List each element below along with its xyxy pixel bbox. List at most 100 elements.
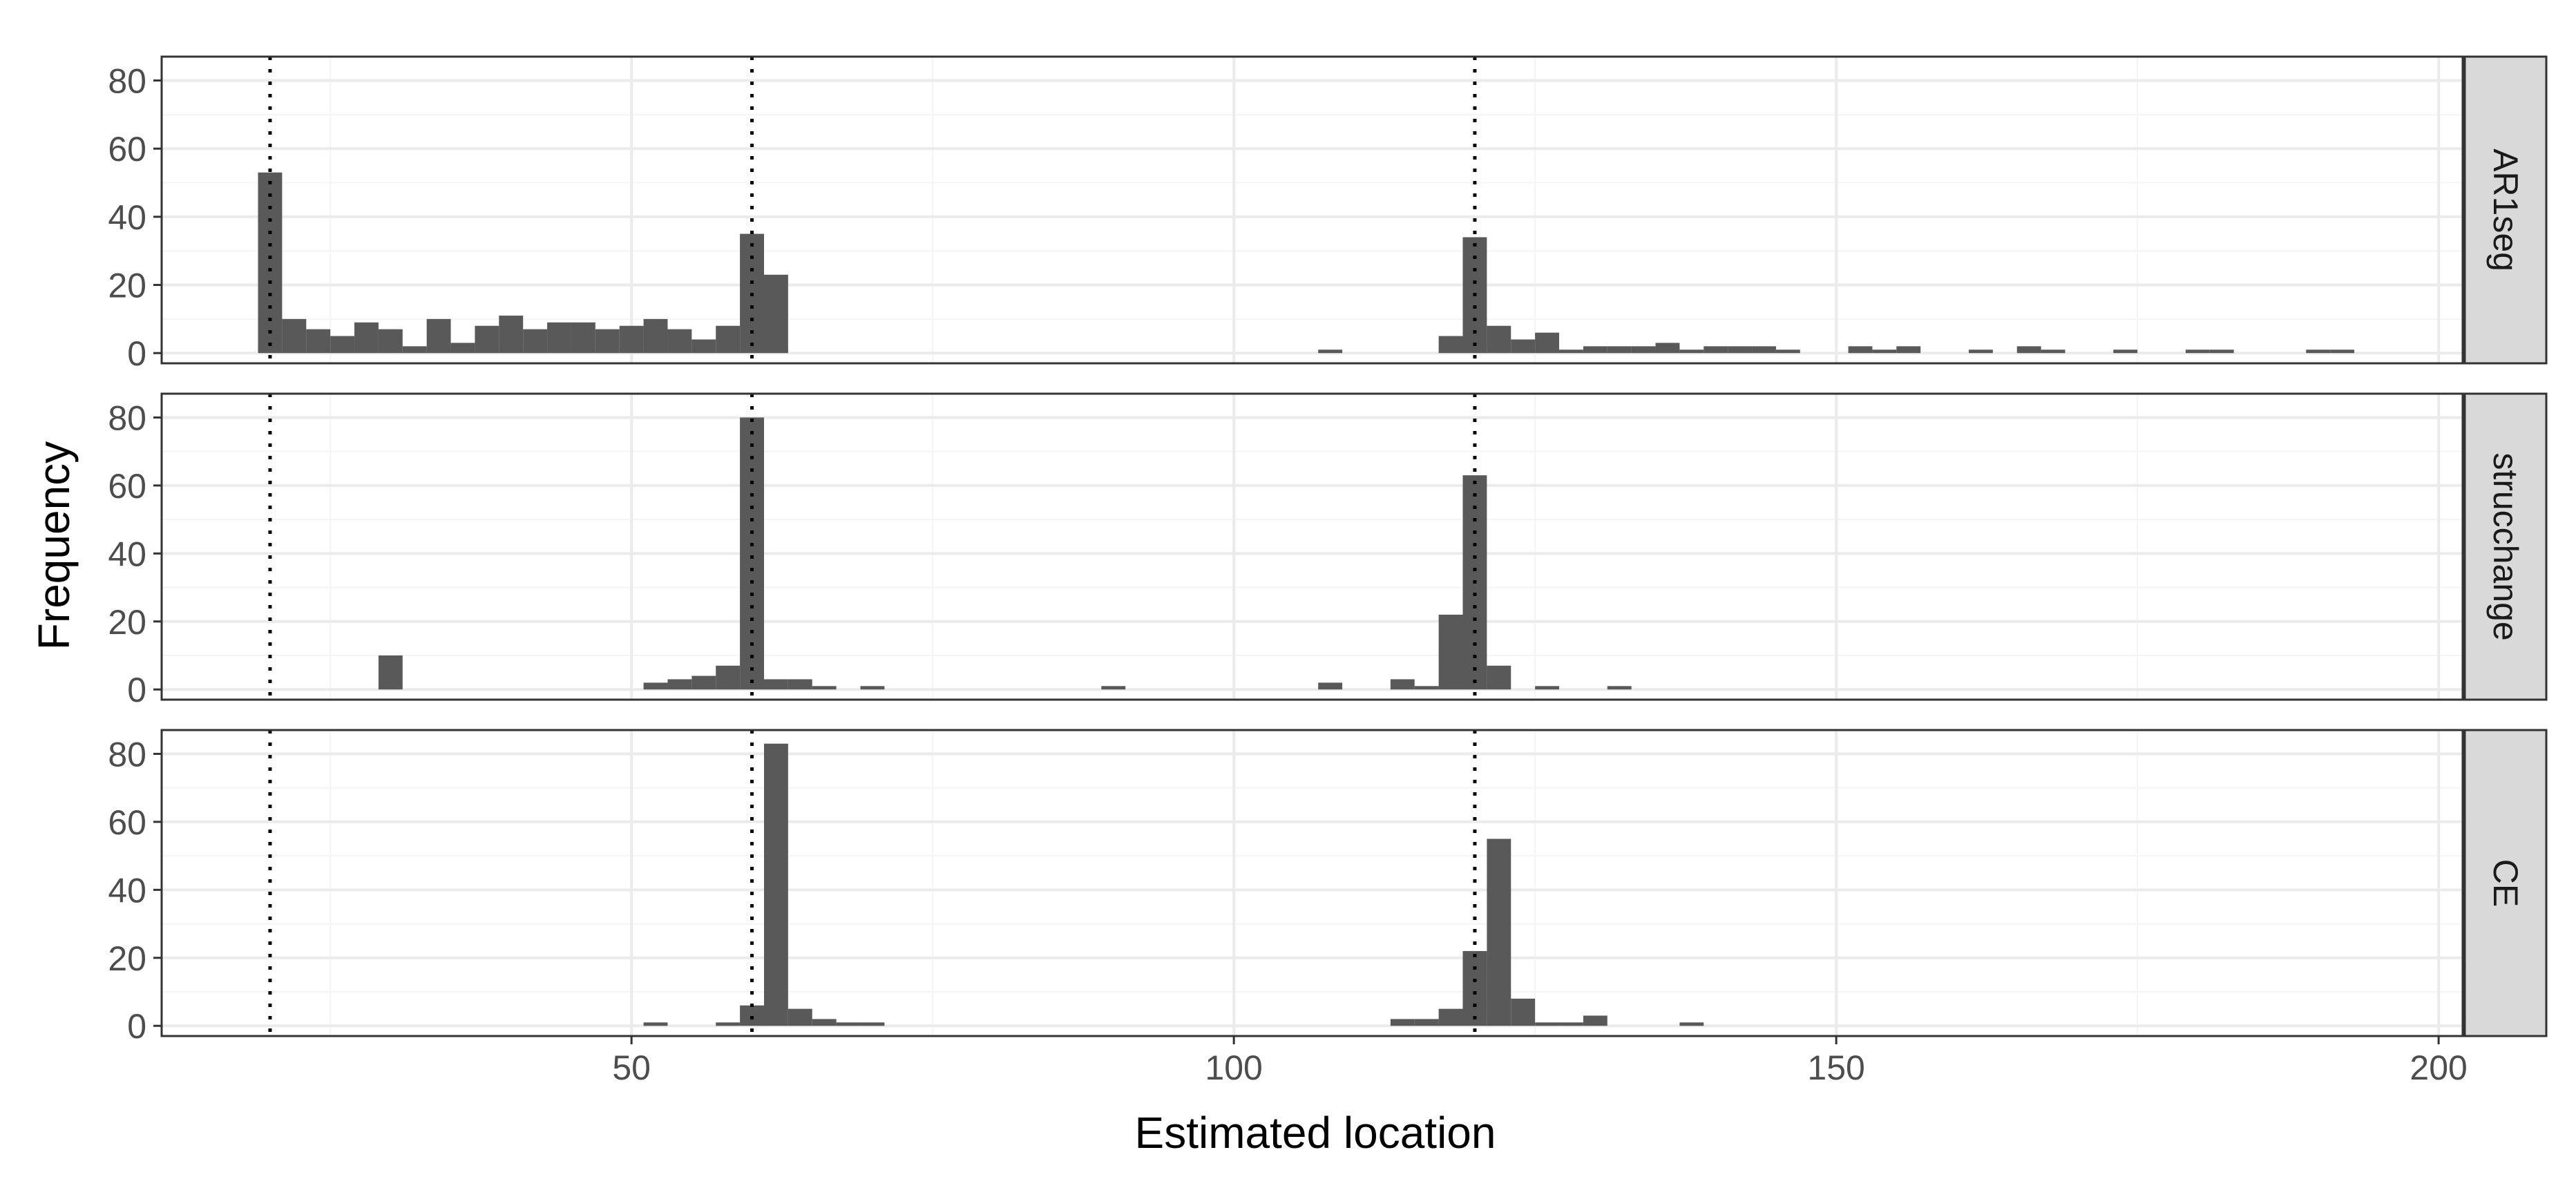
histogram-bar (643, 682, 668, 690)
histogram-bar (1679, 349, 1704, 354)
histogram-bar (716, 665, 741, 690)
histogram-bar (667, 679, 692, 690)
histogram-bar (643, 1022, 668, 1026)
y-tick-label: 60 (108, 803, 146, 842)
histogram-bar (1775, 349, 1800, 354)
histogram-bar (860, 1022, 885, 1026)
histogram-bar (1535, 686, 1560, 690)
histogram-bar (450, 343, 475, 354)
histogram-bar (1559, 1022, 1583, 1026)
panels-group: 0 20 40 60 80 AR1seg 0 20 40 60 80 strucchange 0 20 40… (108, 55, 2548, 1046)
panel-background (162, 57, 2463, 363)
histogram-bar (282, 318, 307, 354)
facet-strip (2463, 55, 2548, 365)
histogram-bar (1511, 998, 1536, 1026)
y-axis-title: Frequency (29, 441, 79, 650)
histogram-bar (1607, 346, 1632, 354)
panel-border (160, 55, 2464, 365)
histogram-bar (1535, 332, 1560, 354)
histogram-bar (1390, 1019, 1415, 1026)
histogram-bar (788, 679, 812, 690)
histogram-bar (2209, 349, 2234, 354)
histogram-bar (691, 339, 716, 354)
facet-strip (2463, 729, 2548, 1037)
y-tick-label: 0 (127, 1007, 146, 1046)
histogram-bar (1583, 1015, 1607, 1026)
histogram-bar (836, 1022, 861, 1026)
y-tick-label: 20 (108, 267, 146, 305)
histogram-bar (2306, 349, 2331, 354)
histogram-bar (306, 329, 331, 354)
histogram-bar (1728, 346, 1753, 354)
histogram-bar (1390, 679, 1415, 690)
histogram-bar (716, 1022, 741, 1026)
histogram-bar (1487, 665, 1511, 690)
y-tick-label: 20 (108, 939, 146, 978)
histogram-bar (330, 336, 355, 354)
y-tick-label: 20 (108, 603, 146, 642)
histogram-bar (1487, 325, 1511, 354)
histogram-bar (378, 329, 403, 354)
histogram-bar (547, 322, 571, 354)
facet-strip-label: strucchange (2486, 452, 2525, 640)
panel-background (162, 730, 2463, 1036)
y-tick-label: 40 (108, 871, 146, 910)
histogram-bar (812, 1019, 837, 1026)
histogram-bar (1487, 838, 1511, 1026)
histogram-bar (1968, 349, 1993, 354)
histogram-bar (860, 686, 885, 690)
histogram-bar (2185, 349, 2210, 354)
panel-border (160, 392, 2464, 701)
histogram-bar (1318, 682, 1343, 690)
histogram-bar (1438, 1008, 1463, 1026)
histogram-bar (499, 315, 524, 354)
histogram-bar (1872, 349, 1897, 354)
histogram-bar (523, 329, 548, 354)
y-tick-label: 60 (108, 130, 146, 169)
y-tick-label: 0 (127, 671, 146, 709)
panel-ce: 0 20 40 60 80 CE (108, 729, 2548, 1046)
x-tick-label: 50 (612, 1048, 651, 1087)
histogram-bar (1414, 686, 1439, 690)
histogram-bar (716, 325, 741, 354)
histogram-bar (1704, 346, 1728, 354)
histogram-bar (1752, 346, 1776, 354)
histogram-bar (1438, 614, 1463, 690)
histogram-bar (763, 679, 788, 690)
facet-strip (2463, 392, 2548, 701)
y-tick-label: 40 (108, 535, 146, 573)
panel-background (162, 394, 2463, 700)
histogram-bar (740, 1005, 764, 1026)
y-tick-label: 60 (108, 467, 146, 506)
histogram-bar (763, 743, 788, 1026)
panel-strucchange: 0 20 40 60 80 strucchange (108, 392, 2548, 709)
histogram-bar (402, 346, 427, 354)
histogram-bar (812, 686, 837, 690)
histogram-bar (1559, 349, 1583, 354)
y-tick-label: 80 (108, 399, 146, 437)
histogram-bar (788, 1008, 812, 1026)
histogram-bar (1535, 1022, 1560, 1026)
histogram-bar (643, 318, 668, 354)
histogram-bar (1438, 336, 1463, 354)
histogram-bar (1414, 1019, 1439, 1026)
histogram-bar (2330, 349, 2355, 354)
histogram-bar (1848, 346, 1873, 354)
histogram-bar (1679, 1022, 1704, 1026)
histogram-bar (258, 172, 283, 354)
histogram-bar (1631, 346, 1656, 354)
histogram-bar (1583, 346, 1607, 354)
histogram-bar (1655, 343, 1680, 354)
histogram-bar (378, 655, 403, 690)
histogram-bar (595, 329, 620, 354)
histogram-bar (354, 322, 379, 354)
y-tick-label: 80 (108, 735, 146, 774)
x-tick-label: 100 (1205, 1048, 1262, 1087)
panel-ar1seg: 0 20 40 60 80 AR1seg (108, 55, 2548, 373)
histogram-bar (1896, 346, 1921, 354)
histogram-bar (2016, 346, 2041, 354)
x-axis: 50 100 150 200 (612, 1036, 2468, 1087)
histogram-bar (2113, 349, 2138, 354)
y-tick-label: 0 (127, 334, 146, 373)
